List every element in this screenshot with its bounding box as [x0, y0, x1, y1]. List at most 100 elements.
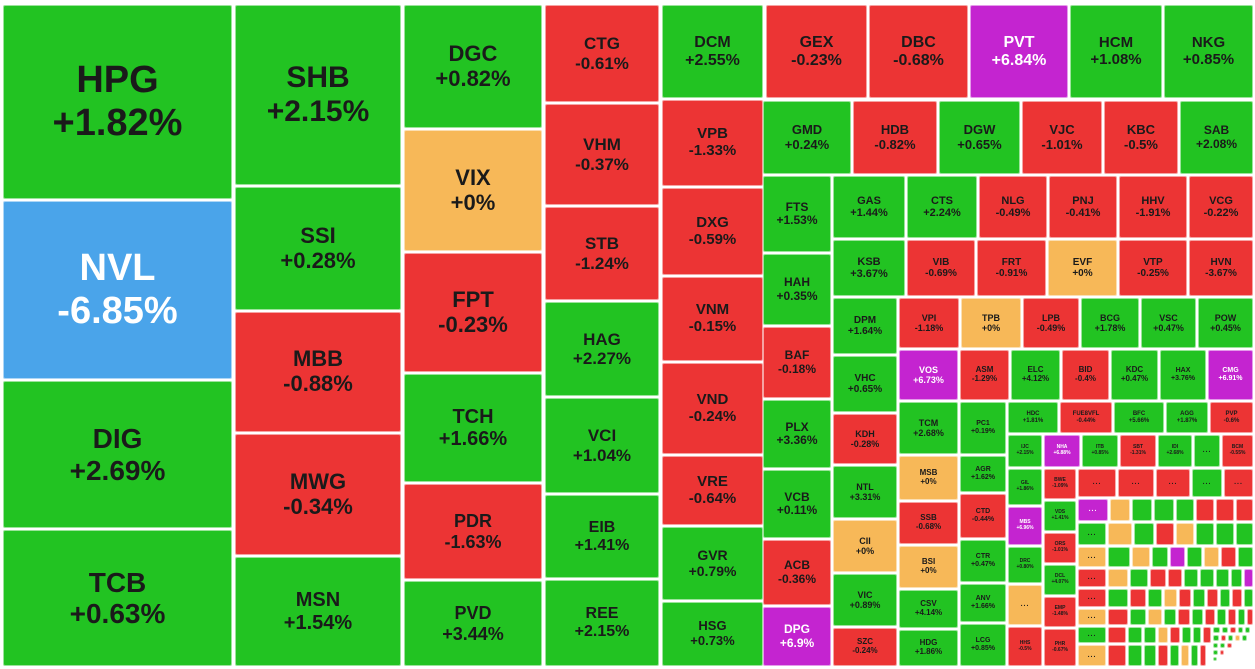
tile-minor-stock[interactable] [1244, 589, 1253, 607]
tile-minor-stock[interactable] [1164, 609, 1176, 625]
tile-minor-stock[interactable] [1191, 645, 1198, 666]
tile-hdc[interactable]: HDC +1.81% [1008, 402, 1058, 433]
tile-minor-stock[interactable] [1217, 609, 1226, 625]
tile-minor-stock[interactable] [1213, 627, 1220, 633]
tile-baf[interactable]: BAF -0.18% [763, 327, 831, 398]
tile-minor-stock[interactable] [1179, 589, 1191, 607]
tile-anv[interactable]: ANV +1.66% [960, 584, 1006, 622]
tile-kdh[interactable]: KDH -0.28% [833, 414, 897, 464]
tile-mbs[interactable]: MBS +6.96% [1008, 507, 1042, 545]
tile-minor-stock[interactable] [1182, 627, 1191, 643]
tile-minor-stock[interactable]: ... [1008, 585, 1042, 625]
tile-minor-stock[interactable]: ... [1078, 499, 1108, 521]
tile-minor-stock[interactable] [1213, 643, 1218, 648]
tile-msn[interactable]: MSN +1.54% [235, 557, 401, 666]
tile-minor-stock[interactable] [1170, 627, 1180, 643]
tile-bfc[interactable]: BFC +5.66% [1114, 402, 1164, 433]
tile-gvr[interactable]: GVR +0.79% [662, 527, 763, 600]
tile-minor-stock[interactable] [1213, 657, 1217, 661]
tile-emp[interactable]: EMP -1.48% [1044, 597, 1076, 627]
tile-tpb[interactable]: TPB +0% [961, 298, 1021, 348]
tile-minor-stock[interactable] [1222, 627, 1228, 633]
tile-bwe[interactable]: BWE -1.09% [1044, 469, 1076, 499]
tile-vhm[interactable]: VHM -0.37% [545, 104, 659, 205]
tile-minor-stock[interactable] [1148, 589, 1162, 607]
tile-hdb[interactable]: HDB -0.82% [853, 101, 937, 174]
tile-dxg[interactable]: DXG -0.59% [662, 188, 763, 275]
tile-fts[interactable]: FTS +1.53% [763, 176, 831, 252]
tile-minor-stock[interactable] [1232, 589, 1242, 607]
tile-minor-stock[interactable]: ... [1224, 469, 1253, 497]
tile-minor-stock[interactable] [1130, 569, 1148, 587]
tile-dpg[interactable]: DPG +6.9% [763, 607, 831, 666]
tile-hcm[interactable]: HCM +1.08% [1070, 5, 1162, 98]
tile-elc[interactable]: ELC +4.12% [1011, 350, 1060, 400]
tile-dig[interactable]: DIG +2.69% [3, 381, 232, 528]
tile-ors[interactable]: ORS -1.01% [1044, 533, 1076, 563]
tile-minor-stock[interactable] [1170, 547, 1185, 567]
tile-ree[interactable]: REE +2.15% [545, 580, 659, 666]
tile-minor-stock[interactable] [1200, 569, 1214, 587]
tile-pnj[interactable]: PNJ -0.41% [1049, 176, 1117, 238]
tile-minor-stock[interactable] [1196, 499, 1214, 521]
tile-minor-stock[interactable] [1178, 609, 1190, 625]
tile-minor-stock[interactable] [1156, 523, 1174, 545]
tile-minor-stock[interactable] [1230, 627, 1236, 633]
tile-nha[interactable]: NHA +6.88% [1044, 435, 1080, 467]
tile-dgc[interactable]: DGC +0.82% [404, 5, 542, 128]
tile-csv[interactable]: CSV +4.14% [899, 590, 958, 628]
tile-minor-stock[interactable] [1158, 645, 1168, 666]
tile-agr[interactable]: AGR +1.62% [960, 456, 1006, 492]
tile-minor-stock[interactable] [1168, 569, 1182, 587]
tile-minor-stock[interactable] [1132, 547, 1150, 567]
tile-minor-stock[interactable] [1236, 523, 1253, 545]
tile-minor-stock[interactable] [1176, 499, 1194, 521]
tile-minor-stock[interactable] [1196, 523, 1214, 545]
tile-fue8vfl[interactable]: FUE8VFL -0.44% [1060, 402, 1112, 433]
tile-tcb[interactable]: TCB +0.63% [3, 530, 232, 666]
tile-vnm[interactable]: VNM -0.15% [662, 277, 763, 361]
tile-pvp[interactable]: PVP -0.6% [1210, 402, 1253, 433]
tile-minor-stock[interactable] [1108, 609, 1128, 625]
tile-mbb[interactable]: MBB -0.88% [235, 312, 401, 432]
tile-sbt[interactable]: SBT -1.31% [1120, 435, 1156, 467]
tile-minor-stock[interactable] [1130, 609, 1146, 625]
tile-dgw[interactable]: DGW +0.65% [939, 101, 1020, 174]
tile-minor-stock[interactable]: ... [1078, 569, 1106, 587]
tile-minor-stock[interactable] [1144, 645, 1156, 666]
tile-tch[interactable]: TCH +1.66% [404, 374, 542, 482]
tile-minor-stock[interactable] [1150, 569, 1166, 587]
tile-minor-stock[interactable]: ... [1156, 469, 1190, 497]
tile-gex[interactable]: GEX -0.23% [766, 5, 867, 98]
tile-hhv[interactable]: HHV -1.91% [1119, 176, 1187, 238]
tile-minor-stock[interactable] [1238, 609, 1245, 625]
tile-minor-stock[interactable]: ... [1078, 609, 1106, 625]
tile-minor-stock[interactable] [1108, 523, 1132, 545]
tile-minor-stock[interactable] [1213, 650, 1218, 655]
tile-hpg[interactable]: HPG +1.82% [3, 5, 232, 199]
tile-bid[interactable]: BID -0.4% [1062, 350, 1109, 400]
tile-minor-stock[interactable] [1193, 589, 1205, 607]
tile-drc[interactable]: DRC +0.80% [1008, 547, 1042, 583]
tile-minor-stock[interactable] [1144, 627, 1156, 643]
tile-minor-stock[interactable] [1203, 627, 1211, 643]
tile-nkg[interactable]: NKG +0.85% [1164, 5, 1253, 98]
tile-minor-stock[interactable]: ... [1078, 547, 1106, 567]
tile-lpb[interactable]: LPB -0.49% [1023, 298, 1079, 348]
tile-ctd[interactable]: CTD -0.44% [960, 494, 1006, 538]
tile-minor-stock[interactable] [1245, 627, 1250, 633]
tile-minor-stock[interactable] [1220, 589, 1230, 607]
tile-hah[interactable]: HAH +0.35% [763, 254, 831, 325]
tile-frt[interactable]: FRT -0.91% [977, 240, 1046, 296]
tile-hhs[interactable]: HHS -0.5% [1008, 627, 1042, 666]
tile-vtp[interactable]: VTP -0.25% [1119, 240, 1187, 296]
tile-vjc[interactable]: VJC -1.01% [1022, 101, 1102, 174]
tile-minor-stock[interactable] [1187, 547, 1202, 567]
tile-gil[interactable]: GIL +1.86% [1008, 469, 1042, 505]
tile-ntl[interactable]: NTL +3.31% [833, 466, 897, 518]
tile-cii[interactable]: CII +0% [833, 520, 897, 572]
tile-cts[interactable]: CTS +2.24% [907, 176, 977, 238]
tile-dbc[interactable]: DBC -0.68% [869, 5, 968, 98]
tile-minor-stock[interactable] [1148, 609, 1162, 625]
tile-minor-stock[interactable] [1110, 499, 1130, 521]
